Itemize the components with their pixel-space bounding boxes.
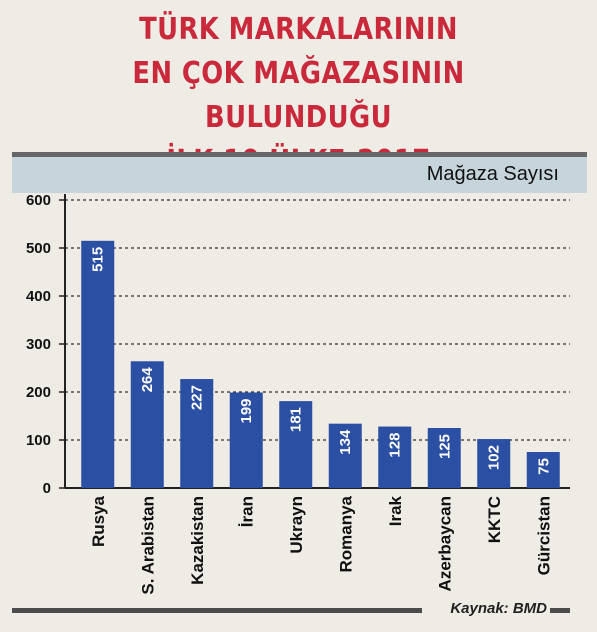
data-label: 125 bbox=[436, 434, 453, 459]
bar bbox=[477, 439, 511, 488]
y-tick-label: 400 bbox=[26, 288, 51, 305]
bar bbox=[279, 401, 313, 488]
x-tick-label: Irak bbox=[386, 495, 405, 526]
y-tick-label: 100 bbox=[26, 432, 51, 449]
x-tick-label: S. Arabistan bbox=[138, 496, 157, 595]
x-tick-label: Romanya bbox=[336, 495, 355, 572]
data-label: 128 bbox=[387, 433, 404, 458]
x-tick-label: Ukrayn bbox=[287, 496, 306, 554]
bar bbox=[526, 452, 560, 488]
footer-rule-left bbox=[12, 608, 422, 613]
y-tick-label: 0 bbox=[43, 480, 51, 497]
bar bbox=[229, 392, 263, 488]
x-tick-label: KKTC bbox=[485, 496, 504, 543]
x-tick-label: Rusya bbox=[89, 495, 108, 547]
x-tick-label: Kazakistan bbox=[188, 496, 207, 585]
y-tick-label: 600 bbox=[26, 192, 51, 209]
data-label: 181 bbox=[288, 407, 305, 432]
bar bbox=[81, 240, 115, 488]
data-label: 75 bbox=[535, 458, 552, 475]
header-band: Mağaza Sayısı bbox=[12, 152, 587, 193]
data-label: 515 bbox=[90, 247, 107, 272]
title-line-1: TÜRK MARKALARININ bbox=[139, 12, 458, 47]
bar bbox=[378, 426, 412, 488]
data-label: 227 bbox=[189, 385, 206, 410]
y-tick-label: 300 bbox=[26, 336, 51, 353]
y-axis-label: Mağaza Sayısı bbox=[426, 163, 559, 185]
bar bbox=[328, 423, 362, 488]
title-line-2: EN ÇOK MAĞAZASININ BULUNDUĞU bbox=[132, 56, 465, 135]
footer-rule-right bbox=[550, 608, 570, 613]
y-tick-label: 500 bbox=[26, 240, 51, 257]
data-label: 199 bbox=[238, 398, 255, 423]
bar bbox=[180, 379, 214, 488]
x-tick-label: Azerbaycan bbox=[435, 496, 454, 591]
x-tick-label: İran bbox=[237, 496, 256, 527]
source-label: Kaynak: BMD bbox=[450, 600, 547, 617]
data-label: 264 bbox=[139, 367, 156, 393]
bar bbox=[427, 428, 461, 488]
data-label: 102 bbox=[486, 445, 503, 470]
bar bbox=[130, 361, 164, 488]
x-tick-label: Gürcistan bbox=[534, 496, 553, 575]
y-tick-label: 200 bbox=[26, 384, 51, 401]
data-label: 134 bbox=[337, 429, 354, 455]
